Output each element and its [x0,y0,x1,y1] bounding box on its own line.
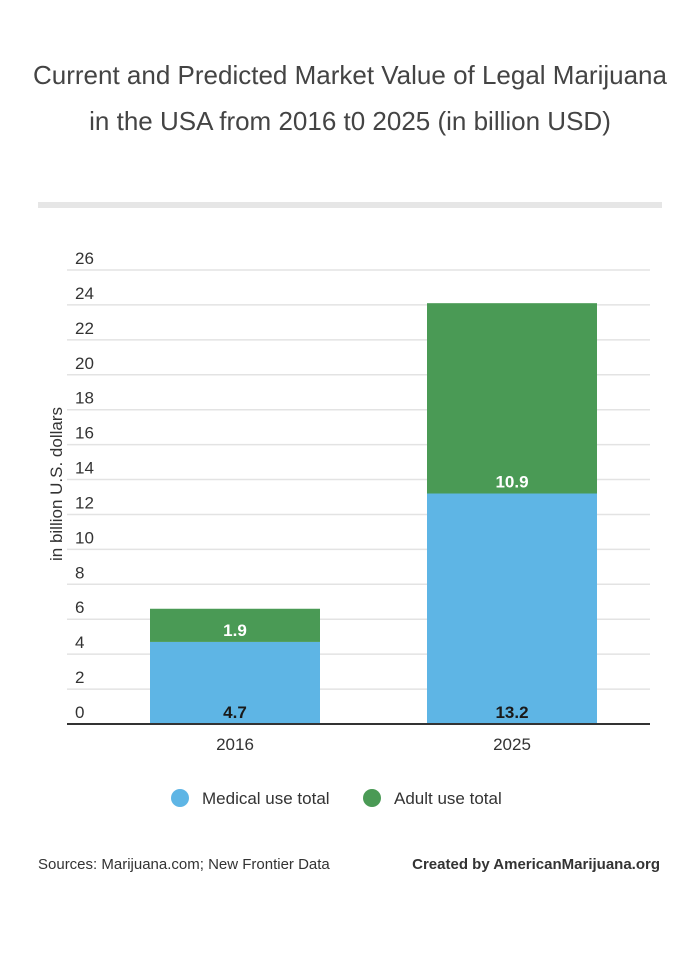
sources-note: Sources: Marijuana.com; New Frontier Dat… [38,856,330,873]
legend-marker [171,789,189,807]
y-axis-label: in billion U.S. dollars [47,407,66,561]
x-tick-label: 2025 [493,735,531,754]
title-divider [38,202,662,208]
y-tick-label: 18 [75,389,94,408]
y-tick-label: 14 [75,459,94,478]
y-tick-label: 6 [75,598,84,617]
data-label: 1.9 [223,621,247,640]
bar-segment [150,608,320,642]
y-tick-label: 20 [75,354,94,373]
legend-marker [363,789,381,807]
data-label: 10.9 [495,473,528,492]
y-tick-label: 4 [75,633,84,652]
bar-segment [427,303,597,494]
credit-note: Created by AmericanMarijuana.org [412,856,660,873]
data-label: 13.2 [495,703,528,722]
y-tick-label: 26 [75,249,94,268]
bar-segment [427,493,597,724]
y-tick-label: 16 [75,424,94,443]
y-tick-label: 2 [75,668,84,687]
y-tick-label: 24 [75,284,94,303]
y-tick-label: 12 [75,493,94,512]
y-tick-label: 10 [75,528,94,547]
chart-title: Current and Predicted Market Value of Le… [33,60,667,136]
bar-segment [150,641,320,724]
y-tick-label: 0 [75,703,84,722]
legend-label: Adult use total [394,789,502,808]
y-tick-label: 22 [75,319,94,338]
x-tick-label: 2016 [216,735,254,754]
y-tick-label: 8 [75,563,84,582]
legend-label: Medical use total [202,789,330,808]
data-label: 4.7 [223,703,247,722]
